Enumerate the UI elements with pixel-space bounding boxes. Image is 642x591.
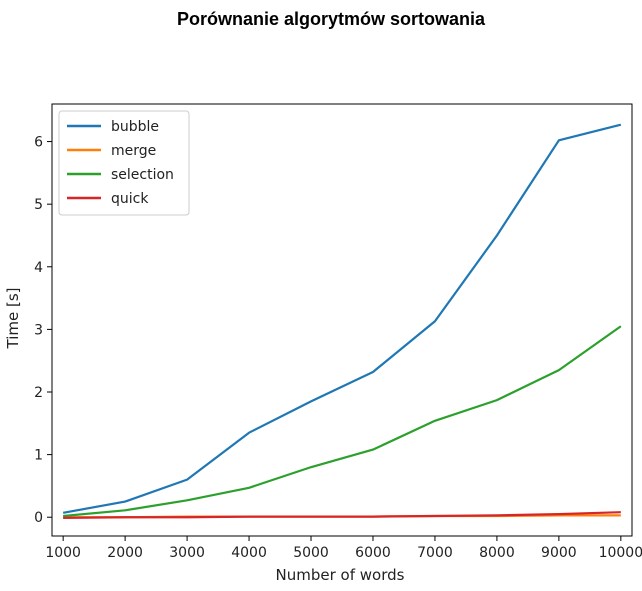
legend-label-quick: quick bbox=[111, 191, 149, 207]
x-tick-label: 6000 bbox=[355, 545, 391, 561]
plot-frame bbox=[51, 103, 633, 537]
series-line-quick bbox=[63, 511, 621, 519]
x-tick-label: 2000 bbox=[107, 545, 143, 561]
x-tick-label: 5000 bbox=[293, 545, 329, 561]
series-line-selection bbox=[63, 325, 622, 518]
series-line-bubble bbox=[62, 123, 622, 514]
y-axis-label: Time [s] bbox=[4, 288, 22, 350]
y-tick-label: 6 bbox=[34, 135, 43, 151]
chart-title: Porównanie algorytmów sortowania bbox=[177, 9, 486, 29]
x-tick-label: 7000 bbox=[417, 545, 453, 561]
x-tick-label: 1000 bbox=[45, 545, 81, 561]
x-tick-label: 10000 bbox=[599, 545, 642, 561]
x-tick-label: 8000 bbox=[479, 545, 515, 561]
y-tick-label: 5 bbox=[34, 197, 43, 213]
y-tick-label: 4 bbox=[34, 260, 43, 276]
y-tick-label: 3 bbox=[34, 322, 43, 338]
x-tick-label: 4000 bbox=[231, 545, 267, 561]
plot-area bbox=[51, 103, 633, 537]
x-axis-label: Number of words bbox=[276, 566, 405, 584]
y-tick-label: 1 bbox=[34, 448, 43, 464]
x-tick-label: 9000 bbox=[541, 545, 577, 561]
y-tick-label: 0 bbox=[34, 510, 43, 526]
ticks-layer: 1000 2000 3000 4000 5000 6000 7000 8000 9000 1000… bbox=[34, 135, 642, 561]
legend-label-merge: merge bbox=[111, 143, 156, 159]
legend-label-bubble: bubble bbox=[111, 119, 159, 135]
legend-box bbox=[58, 110, 190, 216]
legend: bubble merge selection quick bbox=[58, 110, 190, 216]
y-tick-label: 2 bbox=[34, 385, 43, 401]
x-tick-label: 3000 bbox=[169, 545, 205, 561]
series-layer bbox=[62, 123, 622, 519]
legend-label-selection: selection bbox=[111, 167, 174, 183]
